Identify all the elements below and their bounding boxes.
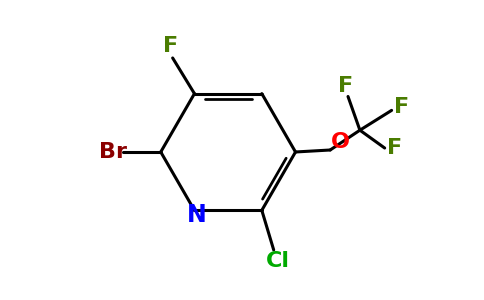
- Text: F: F: [163, 36, 178, 56]
- Text: N: N: [186, 203, 206, 227]
- Text: F: F: [387, 138, 402, 158]
- Text: F: F: [394, 98, 409, 117]
- Text: Br: Br: [99, 142, 127, 162]
- Text: F: F: [338, 76, 354, 96]
- Text: O: O: [331, 132, 349, 152]
- Text: Cl: Cl: [266, 251, 289, 271]
